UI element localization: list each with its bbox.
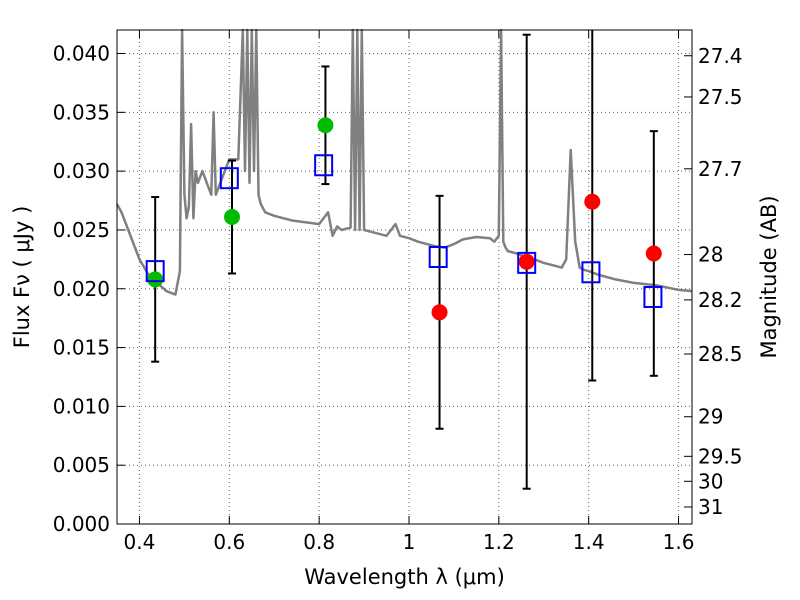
y-tick-label: 0.020 bbox=[53, 277, 110, 301]
right-tick-label: 30 bbox=[698, 469, 723, 493]
y-tick-label: 0.025 bbox=[53, 218, 110, 242]
x-tick-label: 0.8 bbox=[303, 530, 335, 554]
green-data-point bbox=[147, 271, 164, 288]
x-tick-label: 0.4 bbox=[124, 530, 156, 554]
right-tick-label: 29 bbox=[698, 405, 723, 429]
model-spectrum-line bbox=[115, 28, 693, 296]
right-tick-label: 27.4 bbox=[698, 44, 743, 68]
red-data-point bbox=[584, 193, 601, 210]
green-data-point bbox=[317, 117, 334, 134]
right-tick-label: 31 bbox=[698, 495, 723, 519]
red-data-point bbox=[518, 253, 535, 270]
model-square bbox=[428, 246, 448, 269]
points-layer bbox=[145, 117, 663, 321]
model-square bbox=[643, 285, 663, 308]
tick-layer: 0.4 0.6 0.8 1 1.2 1.4 1.6 0.000 0.005 0.010 0.015 0… bbox=[53, 30, 743, 554]
y-tick-label: 0.000 bbox=[53, 512, 110, 536]
plot-frame bbox=[116, 29, 693, 525]
model-square bbox=[219, 167, 239, 190]
right-tick-label: 27.7 bbox=[698, 157, 743, 181]
x-axis-title: Wavelength λ (μm) bbox=[304, 565, 505, 589]
model-square bbox=[314, 154, 334, 177]
right-tick-label: 28.2 bbox=[698, 288, 743, 312]
y-tick-label: 0.015 bbox=[53, 336, 110, 360]
x-tick-label: 1.6 bbox=[663, 530, 695, 554]
y-tick-label: 0.010 bbox=[53, 394, 110, 418]
x-tick-label: 1.4 bbox=[573, 530, 605, 554]
y-tick-label: 0.030 bbox=[53, 159, 110, 183]
y-tick-label: 0.035 bbox=[53, 100, 110, 124]
x-tick-label: 1.2 bbox=[483, 530, 515, 554]
right-tick-label: 29.5 bbox=[698, 444, 743, 468]
x-tick-label: 1 bbox=[403, 530, 416, 554]
y-tick-label: 0.040 bbox=[53, 42, 110, 66]
right-tick-label: 27.5 bbox=[698, 85, 743, 109]
red-data-point bbox=[431, 304, 448, 321]
y-tick-label: 0.005 bbox=[53, 453, 110, 477]
right-tick-label: 28.5 bbox=[698, 342, 743, 366]
green-data-point bbox=[224, 209, 240, 226]
right-axis-title: Magnitude (AB) bbox=[757, 195, 781, 358]
right-tick-label: 28 bbox=[698, 243, 723, 267]
x-tick-label: 0.6 bbox=[213, 530, 245, 554]
errorbar-layer bbox=[151, 30, 658, 490]
spectrum-layer bbox=[115, 28, 693, 296]
model-square bbox=[145, 260, 165, 283]
red-data-point bbox=[645, 245, 662, 262]
model-square bbox=[581, 261, 601, 284]
y-axis-title: Flux Fν ( μJy ) bbox=[10, 206, 34, 349]
model-square bbox=[517, 251, 537, 274]
